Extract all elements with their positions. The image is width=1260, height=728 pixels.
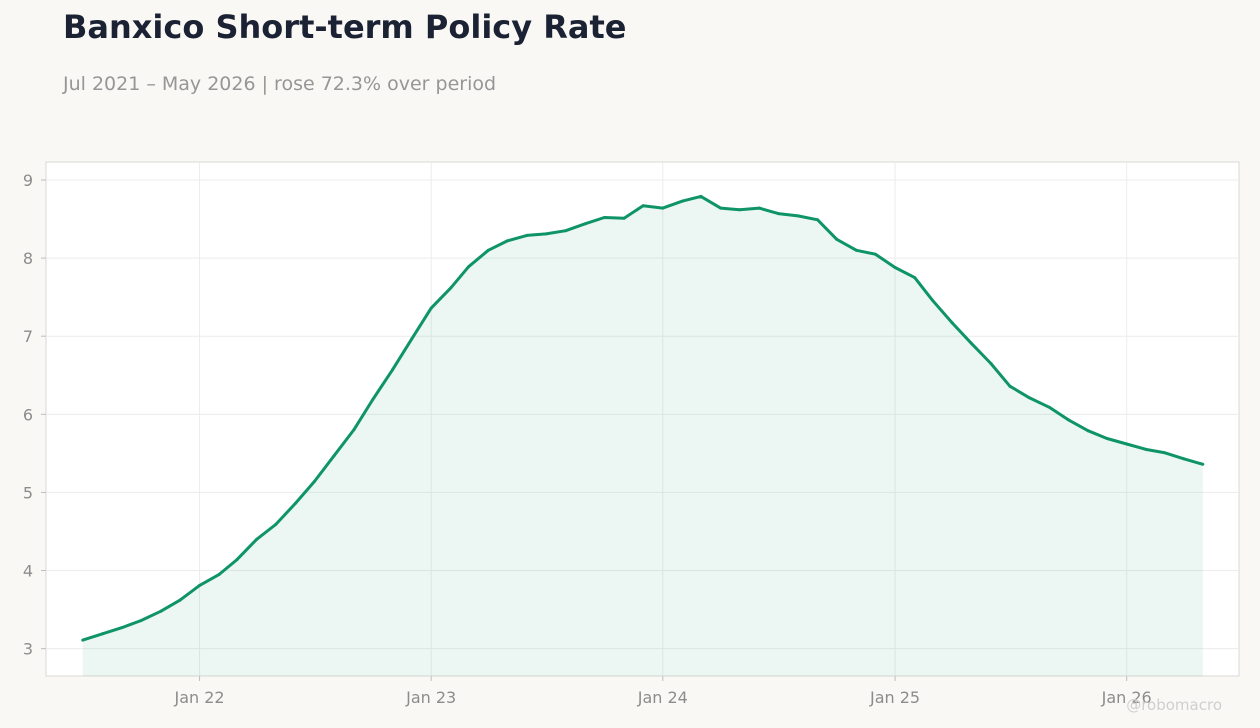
data-point — [293, 501, 297, 505]
data-point — [661, 206, 665, 210]
data-point — [1066, 418, 1070, 422]
data-point — [873, 252, 877, 256]
data-point — [893, 266, 897, 269]
x-tick-label: Jan 25 — [869, 688, 920, 707]
plot-area — [45, 161, 1240, 677]
data-point — [1028, 396, 1032, 400]
data-point — [159, 609, 163, 613]
data-point — [544, 232, 548, 236]
data-point — [622, 216, 626, 220]
data-point — [449, 286, 453, 290]
data-point — [816, 218, 820, 222]
data-point — [274, 523, 278, 526]
data-point — [467, 265, 471, 269]
chart-subtitle: Jul 2021 – May 2026 | rose 72.3% over pe… — [63, 73, 497, 95]
grid-lines — [46, 162, 1239, 676]
data-point — [757, 206, 761, 210]
chart-title: Banxico Short-term Policy Rate — [63, 8, 627, 46]
y-axis: 3 4 5 6 7 8 9 — [23, 171, 46, 659]
y-tick-label: 8 — [23, 249, 33, 268]
data-point — [931, 298, 934, 302]
data-point — [312, 480, 316, 483]
data-point — [235, 558, 239, 562]
data-point — [332, 454, 336, 458]
data-point — [101, 632, 104, 636]
data-point — [796, 214, 800, 218]
y-tick-label: 3 — [23, 640, 33, 659]
data-point — [1125, 442, 1129, 446]
x-tick-label: Jan 22 — [174, 688, 225, 707]
data-point — [1047, 405, 1051, 409]
x-tick-label: Jan 24 — [637, 688, 688, 707]
data-point — [1086, 429, 1090, 433]
data-point — [602, 216, 606, 219]
x-tick-label: Jan 23 — [405, 688, 456, 707]
data-point — [391, 368, 394, 372]
data-point — [178, 598, 182, 602]
data-point — [139, 619, 143, 622]
data-point — [583, 222, 587, 226]
data-point — [255, 537, 259, 541]
data-point — [217, 572, 221, 576]
data-point — [486, 248, 490, 252]
data-point — [1162, 451, 1166, 455]
data-point — [81, 638, 85, 642]
data-point — [410, 337, 413, 341]
data-point — [198, 583, 202, 587]
area-fill — [82, 196, 1203, 676]
data-point — [1182, 457, 1186, 461]
watermark: @robomacro — [1126, 696, 1222, 714]
data-point — [699, 194, 703, 198]
data-point — [525, 233, 529, 237]
data-point — [989, 362, 993, 365]
y-tick-label: 7 — [23, 327, 33, 346]
data-points — [81, 194, 1205, 642]
data-point — [352, 428, 356, 432]
data-point — [1201, 462, 1205, 466]
data-point — [564, 229, 568, 233]
data-point — [681, 199, 684, 203]
y-tick-label: 4 — [23, 562, 33, 581]
data-point — [505, 239, 509, 243]
data-point — [719, 206, 723, 210]
data-point — [776, 212, 780, 216]
data-point — [969, 341, 973, 345]
data-point — [738, 208, 742, 212]
data-point — [950, 321, 954, 325]
data-point — [120, 626, 124, 630]
y-tick-label: 5 — [23, 483, 33, 502]
data-point — [854, 248, 858, 252]
data-point — [1105, 437, 1109, 440]
data-point — [429, 306, 433, 310]
data-point — [913, 276, 917, 280]
data-point — [835, 237, 839, 241]
data-point — [641, 204, 645, 208]
y-tick-label: 9 — [23, 171, 33, 190]
data-point — [1008, 384, 1012, 388]
data-point — [1144, 448, 1148, 451]
x-tick-label: Jan 26 — [1101, 688, 1152, 707]
x-axis: Jan 22 Jan 23 Jan 24 Jan 25 Jan 26 — [174, 676, 1152, 707]
y-tick-label: 6 — [23, 405, 33, 424]
data-point — [371, 398, 375, 401]
